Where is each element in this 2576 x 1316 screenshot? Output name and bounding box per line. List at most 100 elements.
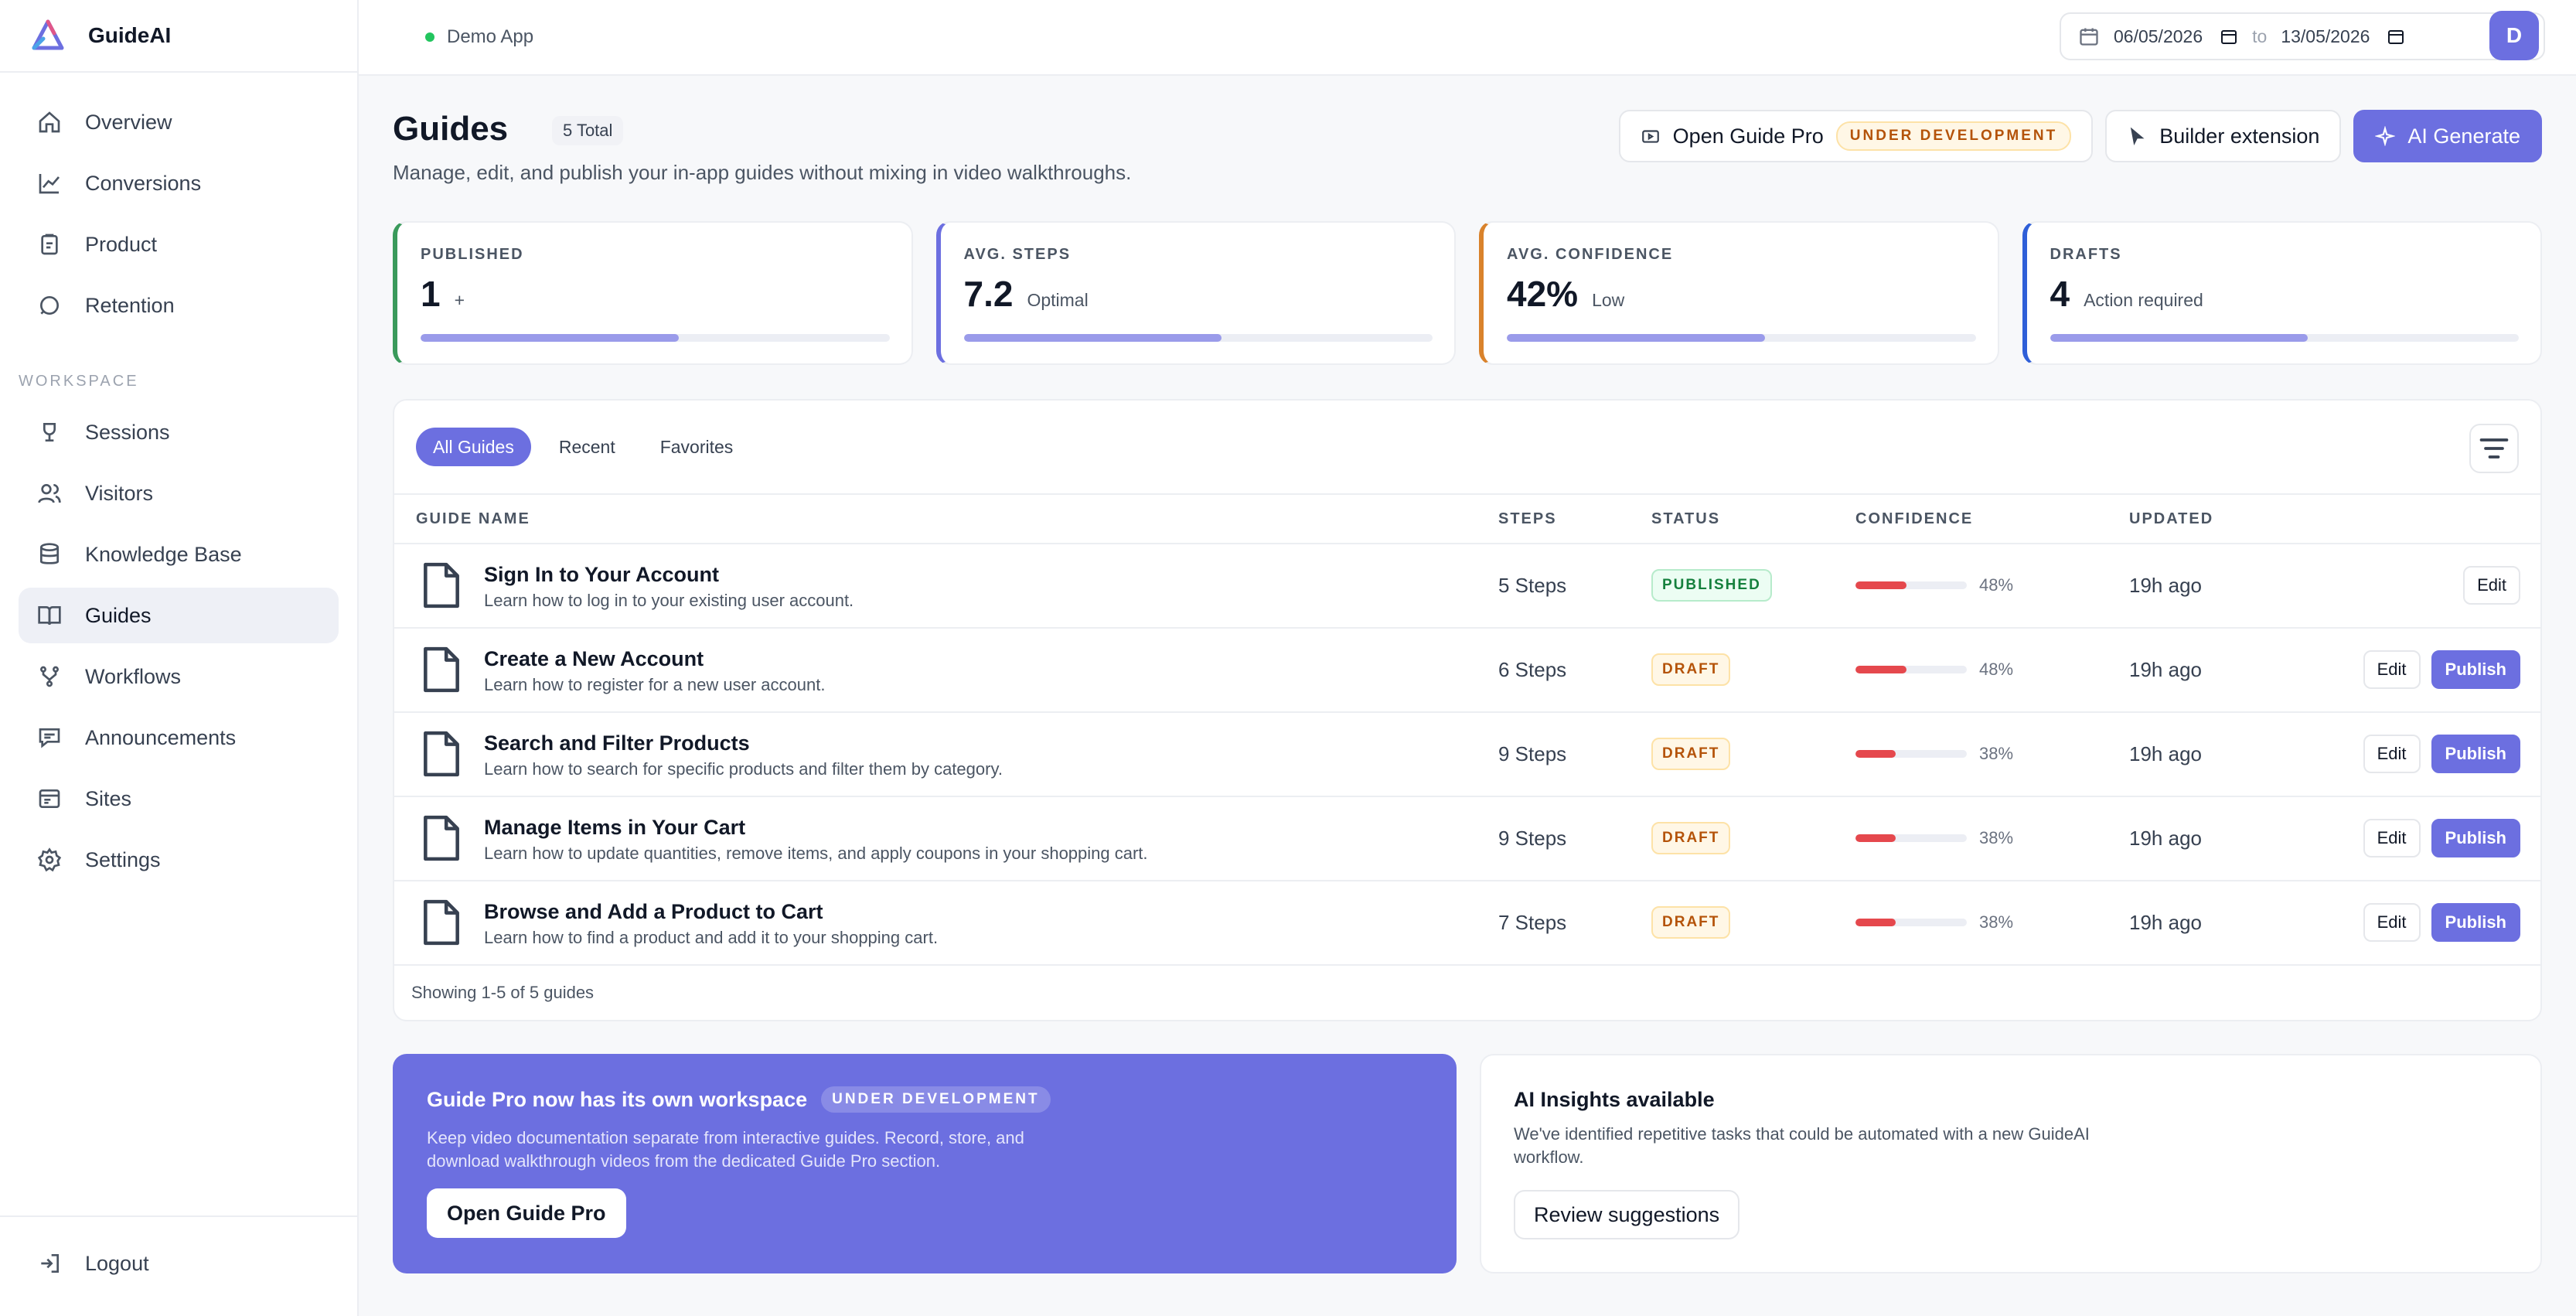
sidebar-item-visitors[interactable]: Visitors	[19, 465, 339, 521]
publish-button[interactable]: Publish	[2431, 903, 2520, 942]
guide-description: Learn how to update quantities, remove i…	[484, 844, 1148, 863]
guide-description: Learn how to search for specific product…	[484, 759, 1003, 779]
sidebar-item-label: Conversions	[85, 171, 202, 195]
sidebar-item-product[interactable]: Product	[19, 216, 339, 272]
clipboard-icon	[41, 234, 58, 255]
sidebar-item-label: Visitors	[85, 481, 154, 505]
date-separator: to	[2252, 26, 2268, 46]
sidebar-item-workflows[interactable]: Workflows	[19, 649, 339, 704]
edit-button[interactable]: Edit	[2363, 650, 2421, 689]
environment-name: Demo App	[447, 26, 534, 47]
builder-extension-button[interactable]: Builder extension	[2105, 110, 2342, 162]
table-row[interactable]: Create a New Account Learn how to regist…	[394, 629, 2540, 713]
promo-open-guide-pro-button[interactable]: Open Guide Pro	[427, 1188, 626, 1238]
open-guide-pro-label: Open Guide Pro	[1672, 124, 1824, 148]
guide-title[interactable]: Create a New Account	[484, 647, 704, 670]
confidence-fill	[1855, 750, 1896, 758]
stat-progress-bar	[1507, 334, 1976, 342]
guide-updated: 19h ago	[2129, 911, 2202, 934]
guide-title[interactable]: Search and Filter Products	[484, 731, 750, 755]
table-row[interactable]: Sign In to Your Account Learn how to log…	[394, 544, 2540, 629]
document-icon	[424, 899, 459, 946]
ai-generate-button[interactable]: AI Generate	[2353, 110, 2542, 162]
page-title: Guides	[393, 110, 509, 148]
filter-icon	[2479, 438, 2509, 459]
calendar-picker-icon[interactable]	[2220, 27, 2238, 46]
open-guide-pro-button[interactable]: Open Guide Pro UNDER DEVELOPMENT	[1618, 110, 2094, 162]
stat-label: AVG. CONFIDENCE	[1507, 246, 1674, 263]
table-row[interactable]: Manage Items in Your Cart Learn how to u…	[394, 797, 2540, 881]
edit-button[interactable]: Edit	[2363, 735, 2421, 773]
guide-title[interactable]: Sign In to Your Account	[484, 563, 719, 586]
confidence-meter: 38%	[1855, 828, 2013, 848]
date-from-input[interactable]: 06/05/2026	[2114, 26, 2238, 47]
row-actions: Edit	[2463, 566, 2520, 605]
message-icon	[39, 728, 60, 748]
filter-button[interactable]	[2469, 424, 2519, 473]
logout-label: Logout	[85, 1251, 149, 1275]
sidebar-item-sites[interactable]: Sites	[19, 771, 339, 827]
stat-value: 42%	[1507, 274, 1579, 314]
confidence-fill	[1855, 581, 1907, 589]
stat-progress-bar	[963, 334, 1433, 342]
sidebar-item-sessions[interactable]: Sessions	[19, 404, 339, 460]
tab-favorites[interactable]: Favorites	[659, 436, 734, 457]
edit-button[interactable]: Edit	[2363, 819, 2421, 857]
sidebar-item-label: Product	[85, 232, 158, 256]
sparkle-icon	[2375, 126, 2396, 146]
confidence-bar	[1855, 919, 1967, 926]
publish-button[interactable]: Publish	[2431, 735, 2520, 773]
guide-steps: 9 Steps	[1498, 742, 1567, 765]
database-icon	[40, 543, 59, 564]
status-dot-icon	[425, 32, 434, 42]
guide-tabs: All Guides Recent Favorites	[394, 401, 2540, 495]
stat-note: Optimal	[1027, 290, 1089, 310]
confidence-bar	[1855, 750, 1967, 758]
user-avatar[interactable]: D	[2489, 11, 2539, 60]
guide-title[interactable]: Browse and Add a Product to Cart	[484, 900, 823, 923]
stat-note: +	[454, 290, 465, 310]
brand: GuideAI	[0, 0, 357, 73]
edit-button[interactable]: Edit	[2463, 566, 2520, 605]
sidebar-item-conversions[interactable]: Conversions	[19, 155, 339, 211]
sidebar: GuideAI Overview Conversions Product Ret…	[0, 0, 359, 1316]
sidebar-item-announcements[interactable]: Announcements	[19, 710, 339, 765]
edit-button[interactable]: Edit	[2363, 903, 2421, 942]
table-row[interactable]: Search and Filter Products Learn how to …	[394, 713, 2540, 797]
stat-value: 1	[421, 274, 441, 314]
confidence-bar	[1855, 834, 1967, 842]
sidebar-item-label: Announcements	[85, 725, 237, 749]
guide-title[interactable]: Manage Items in Your Cart	[484, 816, 746, 839]
review-suggestions-button[interactable]: Review suggestions	[1514, 1190, 1740, 1239]
sidebar-item-settings[interactable]: Settings	[19, 832, 339, 888]
table-row[interactable]: Browse and Add a Product to Cart Learn h…	[394, 881, 2540, 966]
circle-icon	[40, 296, 59, 315]
confidence-bar	[1855, 666, 1967, 673]
workflow-icon	[40, 666, 59, 687]
sidebar-item-retention[interactable]: Retention	[19, 278, 339, 333]
confidence-meter: 48%	[1855, 575, 2013, 595]
guide-description: Learn how to register for a new user acc…	[484, 675, 826, 694]
date-to-input[interactable]: 13/05/2026	[2281, 26, 2405, 47]
sidebar-item-label: Sessions	[85, 420, 170, 444]
column-header-updated: UPDATED	[2129, 510, 2214, 527]
tab-all-guides[interactable]: All Guides	[416, 428, 531, 466]
logout-icon	[41, 1254, 59, 1273]
logout-button[interactable]: Logout	[19, 1236, 339, 1291]
chart-icon	[39, 174, 60, 194]
stat-value: 7.2	[963, 274, 1014, 314]
sidebar-item-knowledge-base[interactable]: Knowledge Base	[19, 527, 339, 582]
sidebar-item-guides[interactable]: Guides	[19, 588, 339, 643]
table-footer: Showing 1-5 of 5 guides	[411, 983, 595, 1002]
sidebar-item-label: Knowledge Base	[85, 542, 242, 566]
document-icon	[424, 646, 459, 693]
publish-button[interactable]: Publish	[2431, 650, 2520, 689]
stat-note: Action required	[2084, 290, 2203, 310]
guide-description: Learn how to log in to your existing use…	[484, 591, 854, 610]
sidebar-item-overview[interactable]: Overview	[19, 94, 339, 150]
browser-icon	[39, 789, 60, 808]
tab-recent[interactable]: Recent	[558, 436, 615, 457]
publish-button[interactable]: Publish	[2431, 819, 2520, 857]
calendar-picker-icon[interactable]	[2387, 27, 2405, 46]
guide-steps: 5 Steps	[1498, 574, 1567, 597]
